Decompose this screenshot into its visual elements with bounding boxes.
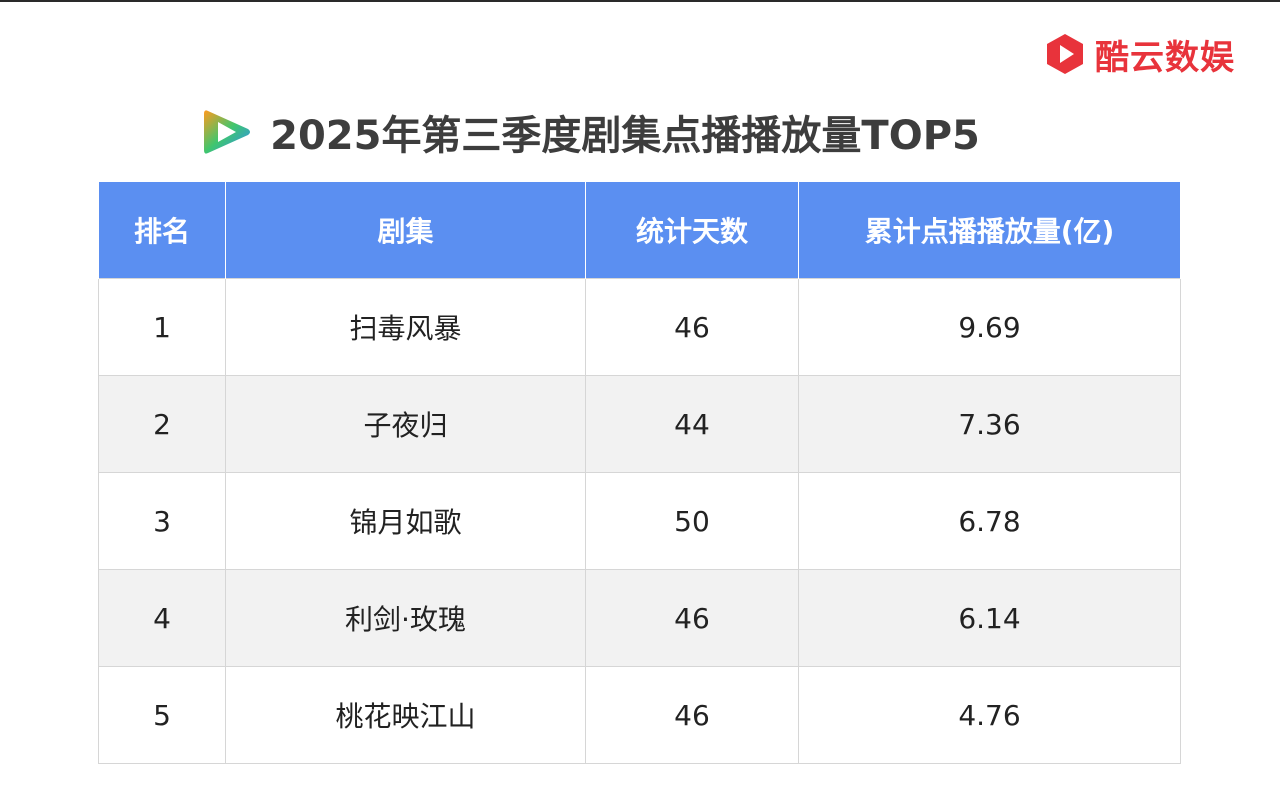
title-row: 2025年第三季度剧集点播播放量TOP5 <box>0 104 1280 160</box>
header-views: 累计点播播放量(亿) <box>798 182 1181 279</box>
page-title: 2025年第三季度剧集点播播放量TOP5 <box>270 113 980 159</box>
rank-cell: 1 <box>98 278 226 376</box>
header-rank: 排名 <box>98 182 226 279</box>
series-cell: 锦月如歌 <box>225 472 586 570</box>
brand: 酷云数娱 <box>1043 30 1235 78</box>
header-days: 统计天数 <box>585 182 799 279</box>
table-row: 3 锦月如歌 50 6.78 <box>98 472 1181 570</box>
ranking-table: 排名 剧集 统计天数 累计点播播放量(亿) 1 扫毒风暴 46 9.69 2 子… <box>98 182 1181 764</box>
days-cell: 46 <box>585 278 799 376</box>
table-row: 2 子夜归 44 7.36 <box>98 375 1181 473</box>
views-cell: 7.36 <box>798 375 1181 473</box>
tencent-video-logo-icon <box>204 110 251 154</box>
views-cell: 9.69 <box>798 278 1181 376</box>
table-row: 5 桃花映江山 46 4.76 <box>98 666 1181 764</box>
views-cell: 6.78 <box>798 472 1181 570</box>
top-border <box>0 0 1280 2</box>
rank-cell: 4 <box>98 569 226 667</box>
rank-cell: 3 <box>98 472 226 570</box>
days-cell: 50 <box>585 472 799 570</box>
views-cell: 4.76 <box>798 666 1181 764</box>
table-header-row: 排名 剧集 统计天数 累计点播播放量(亿) <box>98 182 1181 279</box>
series-cell: 桃花映江山 <box>225 666 586 764</box>
views-cell: 6.14 <box>798 569 1181 667</box>
brand-logo-icon <box>1047 34 1083 74</box>
table-row: 4 利剑·玫瑰 46 6.14 <box>98 569 1181 667</box>
series-cell: 利剑·玫瑰 <box>225 569 586 667</box>
header-series: 剧集 <box>225 182 586 279</box>
days-cell: 44 <box>585 375 799 473</box>
series-cell: 子夜归 <box>225 375 586 473</box>
brand-name: 酷云数娱 <box>1095 37 1235 78</box>
days-cell: 46 <box>585 666 799 764</box>
series-cell: 扫毒风暴 <box>225 278 586 376</box>
rank-cell: 2 <box>98 375 226 473</box>
rank-cell: 5 <box>98 666 226 764</box>
table-row: 1 扫毒风暴 46 9.69 <box>98 278 1181 376</box>
days-cell: 46 <box>585 569 799 667</box>
